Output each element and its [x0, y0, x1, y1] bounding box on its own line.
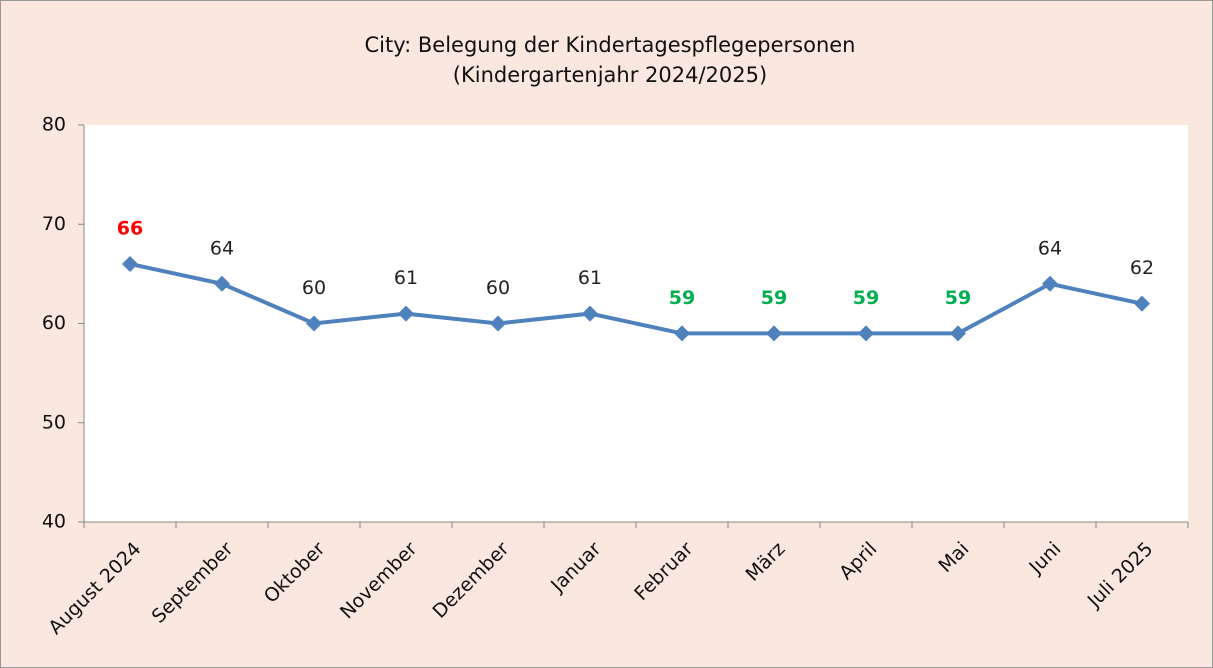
- data-label: 62: [1130, 257, 1154, 279]
- data-label: 60: [486, 277, 510, 299]
- data-point: [122, 255, 138, 272]
- data-point: [950, 325, 966, 342]
- data-point: [582, 305, 598, 322]
- data-point: [1134, 295, 1150, 312]
- data-label: 66: [117, 217, 143, 239]
- data-label: 64: [1038, 237, 1062, 259]
- y-tick-label: 80: [42, 114, 66, 136]
- data-label: 59: [761, 287, 787, 309]
- data-point: [306, 315, 322, 332]
- y-tick-label: 50: [42, 411, 66, 433]
- y-tick-label: 60: [42, 312, 66, 334]
- data-label: 60: [302, 277, 326, 299]
- data-label: 59: [669, 287, 695, 309]
- data-point: [858, 325, 874, 342]
- data-point: [1042, 275, 1058, 292]
- data-label: 59: [853, 287, 879, 309]
- chart-subtitle: (Kindergartenjahr 2024/2025): [453, 63, 767, 87]
- data-point: [214, 275, 230, 292]
- data-point: [766, 325, 782, 342]
- data-label: 59: [945, 287, 971, 309]
- data-line: [129, 261, 1143, 336]
- y-tick-label: 40: [42, 511, 66, 533]
- data-label: 64: [210, 237, 234, 259]
- data-label: 61: [578, 267, 602, 289]
- y-tick-label: 70: [42, 213, 66, 235]
- chart-title: City: Belegung der Kindertagespflegepers…: [364, 33, 855, 57]
- data-label: 61: [394, 267, 418, 289]
- data-point: [674, 325, 690, 342]
- data-point: [398, 305, 414, 322]
- data-point: [490, 315, 506, 332]
